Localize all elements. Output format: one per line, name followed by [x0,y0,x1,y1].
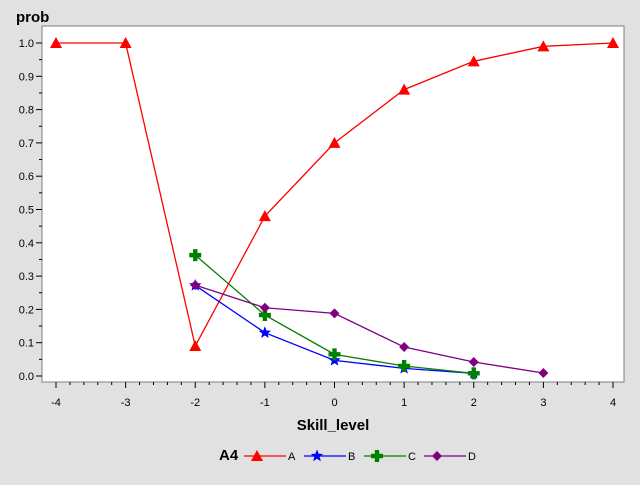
data-point [398,360,411,373]
y-tick-label: 0.6 [19,171,34,183]
legend-title: A4 [219,447,239,464]
data-point [328,348,341,361]
data-point [467,367,480,380]
data-point [398,83,411,95]
legend-marker [432,451,442,461]
data-point [467,55,480,67]
data-point [259,302,270,313]
data-point [329,308,340,319]
x-tick-label: 0 [331,397,337,409]
data-point [190,280,201,291]
data-point [328,136,341,148]
legend: A B C D [244,449,476,463]
data-point [189,340,202,352]
x-tick-label: 3 [540,397,546,409]
plot-area [41,25,625,383]
x-tick-label: 4 [610,397,616,409]
data-point [258,210,271,222]
legend-marker [310,449,324,462]
y-tick-label: 0.2 [19,304,34,316]
legend-label: D [468,451,476,463]
x-tick-label: 1 [401,397,407,409]
y-tick-label: 0.7 [19,138,34,150]
legend-label: C [408,451,416,463]
x-tick-label: -1 [260,397,270,409]
legend-marker [251,450,263,461]
y-axis-label: prob [16,9,49,26]
x-tick-label: -3 [121,397,131,409]
y-tick-label: 0.8 [19,105,34,117]
y-tick-label: 0.5 [19,205,34,217]
data-point [258,326,272,338]
y-tick-label: 0.3 [19,271,34,283]
data-point [538,368,549,379]
y-axis: 0.0 0.1 0.2 0.3 0.4 0.5 0.6 0.7 0.8 0.9 1.0 [19,38,42,383]
legend-item-A: A [244,450,296,463]
y-tick-label: 0.1 [19,338,34,350]
data-point [537,40,550,52]
data-point [50,37,62,48]
y-tick-label: 1.0 [19,38,34,50]
series-C [189,249,480,380]
legend-item-C: C [364,450,416,463]
x-tick-label: 2 [471,397,477,409]
legend-marker [371,450,383,462]
data-point [468,357,479,368]
x-tick-label: -2 [190,397,200,409]
y-tick-label: 0.9 [19,71,34,83]
series-D [190,280,549,379]
legend-item-D: D [424,451,476,463]
data-point [258,309,271,322]
series-line [195,284,544,374]
series-A [50,37,619,352]
y-tick-label: 0.4 [19,238,34,250]
data-point [189,249,202,262]
x-axis-label: Skill_level [297,417,370,434]
y-tick-label: 0.0 [19,371,34,383]
series-layer [50,37,619,380]
x-tick-label: -4 [51,397,61,409]
data-point [607,37,619,48]
legend-label: A [288,451,296,463]
legend-item-B: B [304,449,355,463]
legend-label: B [348,451,355,463]
data-point [119,37,132,48]
x-axis: -4 -3 -2 -1 0 1 2 3 4 [51,382,616,409]
data-point [399,342,410,353]
